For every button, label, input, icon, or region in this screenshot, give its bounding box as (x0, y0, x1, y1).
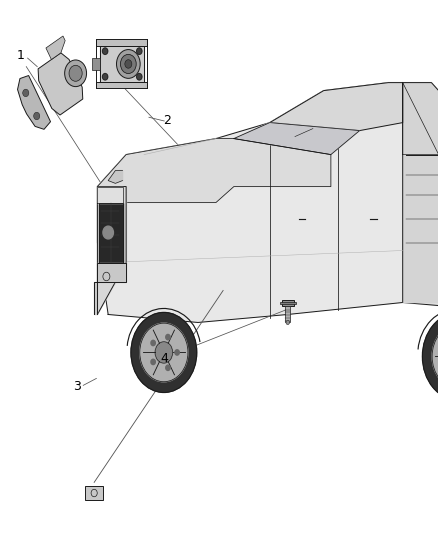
Text: 4: 4 (160, 352, 168, 365)
Polygon shape (403, 83, 438, 155)
Polygon shape (18, 76, 50, 130)
Polygon shape (96, 39, 147, 46)
Polygon shape (97, 187, 123, 203)
Circle shape (103, 226, 113, 239)
Circle shape (286, 320, 290, 325)
Circle shape (102, 74, 108, 80)
Bar (285, 306, 290, 322)
Circle shape (151, 359, 155, 365)
Polygon shape (234, 123, 360, 155)
Polygon shape (99, 203, 123, 262)
Text: 1: 1 (17, 50, 25, 62)
Circle shape (23, 89, 29, 96)
Circle shape (155, 342, 173, 363)
Polygon shape (270, 83, 403, 131)
Circle shape (166, 365, 170, 370)
Polygon shape (100, 46, 144, 82)
Bar (85, 486, 103, 500)
Circle shape (137, 48, 142, 54)
Circle shape (432, 325, 438, 389)
Circle shape (422, 313, 438, 400)
Circle shape (125, 60, 132, 68)
Polygon shape (403, 155, 438, 306)
Polygon shape (46, 36, 65, 60)
Circle shape (69, 66, 82, 82)
Polygon shape (108, 171, 123, 183)
Bar (282, 300, 294, 306)
Circle shape (151, 340, 155, 345)
Polygon shape (403, 83, 438, 302)
Circle shape (34, 112, 40, 120)
Polygon shape (96, 82, 147, 88)
Circle shape (140, 323, 188, 382)
Polygon shape (94, 262, 126, 314)
Polygon shape (92, 58, 100, 70)
Circle shape (102, 48, 108, 54)
Text: 2: 2 (163, 115, 171, 127)
Polygon shape (38, 53, 83, 115)
Circle shape (120, 54, 136, 74)
Circle shape (175, 350, 179, 355)
Circle shape (131, 312, 197, 392)
Text: 3: 3 (73, 380, 81, 393)
Polygon shape (97, 187, 126, 314)
Bar (280, 302, 296, 304)
Circle shape (137, 74, 142, 80)
Polygon shape (97, 139, 331, 203)
Circle shape (166, 334, 170, 340)
Circle shape (65, 60, 87, 86)
Polygon shape (97, 83, 403, 322)
Circle shape (117, 50, 140, 78)
